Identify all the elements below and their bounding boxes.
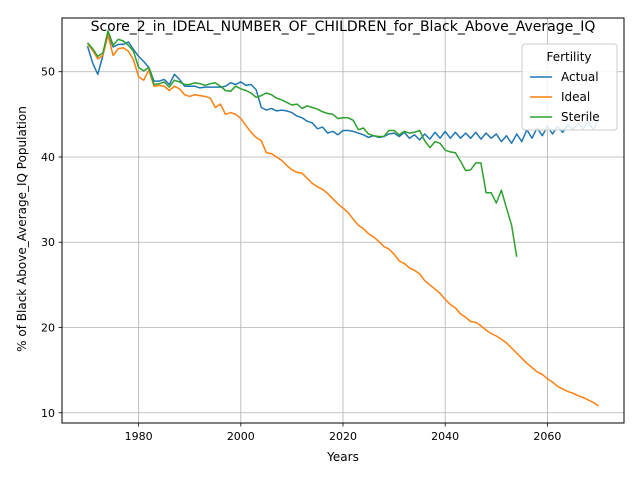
legend: Fertility Actual Ideal Sterile (521, 43, 618, 131)
series-line-actual (86, 32, 600, 145)
x-tick-label: 2000 (227, 430, 255, 443)
y-tick-label: 20 (41, 322, 55, 335)
legend-box (521, 43, 618, 131)
legend-label-actual: Actual (561, 70, 599, 84)
legend-title: Fertility (546, 50, 591, 64)
legend-label-ideal: Ideal (561, 90, 590, 104)
series-lines (86, 30, 600, 407)
series-line-sterile (86, 30, 518, 257)
y-tick-label: 50 (41, 66, 55, 79)
chart-title: Score_2_in_IDEAL_NUMBER_OF_CHILDREN_for_… (91, 19, 596, 35)
x-tick-label: 2060 (533, 430, 561, 443)
y-tick-label: 10 (41, 407, 55, 420)
y-tick-label: 30 (41, 236, 55, 249)
x-axis: 1980 2000 2020 2040 2060 (125, 423, 561, 443)
x-tick-label: 1980 (125, 430, 153, 443)
y-axis: 10 20 30 40 50 (41, 66, 62, 420)
x-tick-label: 2020 (329, 430, 357, 443)
y-tick-label: 40 (41, 151, 55, 164)
legend-label-sterile: Sterile (561, 110, 600, 124)
series-line-ideal (86, 34, 599, 407)
y-axis-label: % of Black Above_Average_IQ Population (15, 106, 29, 352)
x-tick-label: 2040 (431, 430, 459, 443)
x-axis-label: Years (326, 450, 359, 464)
